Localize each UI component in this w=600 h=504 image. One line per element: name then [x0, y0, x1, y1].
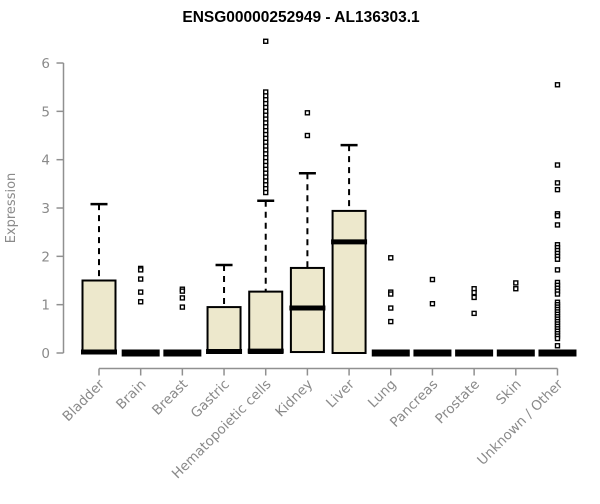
outlier-point — [304, 132, 311, 139]
outlier-point — [388, 291, 394, 297]
outlier-point — [554, 256, 561, 262]
box-rect — [81, 279, 117, 355]
y-axis-tick-label: 4 — [41, 153, 50, 169]
outlier-point — [179, 295, 186, 301]
box-group-hematopoietic-cells — [247, 38, 284, 355]
y-axis-tick-label: 1 — [41, 298, 50, 314]
y-axis-label: Expression — [4, 173, 19, 244]
y-axis-tick-label: 5 — [41, 104, 50, 120]
outlier-point — [137, 267, 144, 273]
box-group-bladder — [81, 202, 117, 355]
outlier-point — [471, 310, 477, 317]
box-group-breast — [163, 286, 202, 357]
box-group-unknown-other — [538, 82, 577, 357]
outlier-point — [554, 335, 561, 342]
outlier-point — [513, 280, 519, 286]
outlier-point — [554, 343, 561, 349]
flat-box — [121, 349, 160, 357]
outlier-point — [554, 291, 561, 297]
x-axis-label-bladder: Bladder — [60, 376, 109, 425]
outlier-point — [304, 110, 311, 116]
outlier-point — [429, 301, 436, 307]
outlier-point — [554, 267, 561, 273]
box-rect — [331, 209, 367, 354]
x-axis-label-liver: Liver — [323, 376, 358, 411]
box-group-gastric — [206, 263, 243, 355]
box-rect — [248, 290, 284, 355]
outlier-point — [179, 304, 186, 310]
outlier-point — [554, 162, 561, 168]
x-axis-label-brain: Brain — [113, 377, 149, 413]
box-group-pancreas — [413, 276, 452, 357]
outlier-point — [179, 288, 186, 294]
outlier-point — [137, 289, 144, 295]
box-group-kidney — [289, 110, 326, 354]
outlier-point — [513, 286, 519, 292]
outlier-point — [137, 276, 144, 282]
box-group-liver — [331, 143, 368, 354]
flat-box — [371, 349, 410, 357]
outlier-point — [137, 299, 144, 305]
outlier-point — [554, 222, 561, 228]
x-axis-label-breast: Breast — [149, 377, 191, 419]
outlier-point — [554, 213, 561, 219]
outlier-point — [388, 318, 394, 325]
box-group-brain — [121, 265, 160, 357]
y-axis-tick-label: 3 — [41, 201, 50, 217]
outlier-point — [554, 82, 561, 88]
flat-box — [496, 349, 535, 357]
flat-box — [538, 349, 577, 357]
outlier-point — [471, 289, 477, 296]
flat-box — [455, 349, 494, 357]
box-group-prostate — [455, 286, 494, 357]
y-axis-tick-label: 6 — [41, 56, 50, 72]
outlier-point — [263, 38, 269, 44]
y-axis-tick-label: 0 — [41, 346, 50, 362]
outlier-point — [554, 186, 561, 193]
x-axis-label-skin: Skin — [493, 377, 525, 409]
flat-box — [163, 349, 202, 357]
x-axis-label-prostate: Prostate — [432, 377, 483, 428]
box-group-skin — [496, 280, 535, 357]
box-group-lung — [371, 255, 410, 357]
chart-title: ENSG00000252949 - AL136303.1 — [182, 9, 420, 26]
outlier-point — [429, 276, 436, 283]
outlier-point — [388, 255, 394, 261]
box-series — [81, 38, 577, 357]
x-axis-label-kidney: Kidney — [272, 377, 316, 421]
x-axis-label-lung: Lung — [365, 377, 400, 412]
outlier-point — [263, 189, 269, 196]
y-axis-tick-label: 2 — [41, 249, 50, 265]
outlier-point — [471, 294, 477, 301]
outlier-point — [554, 180, 561, 186]
flat-box — [413, 349, 452, 357]
outlier-point — [388, 305, 394, 311]
box-rect — [206, 306, 242, 354]
